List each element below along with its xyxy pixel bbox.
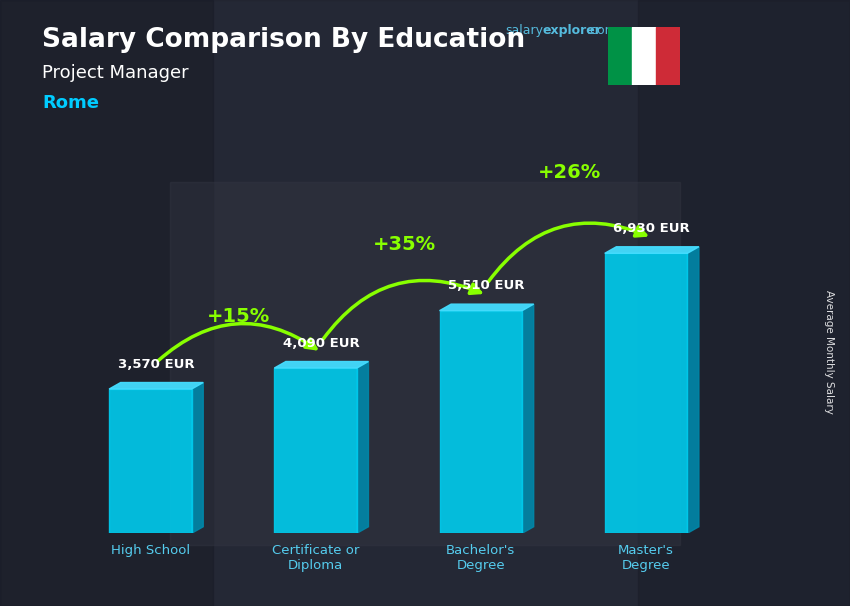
Text: +35%: +35% bbox=[372, 235, 435, 254]
Bar bbox=[0, 0, 212, 606]
Polygon shape bbox=[522, 304, 534, 533]
Text: 6,930 EUR: 6,930 EUR bbox=[614, 222, 690, 235]
Polygon shape bbox=[109, 382, 203, 389]
Bar bbox=[604, 253, 688, 533]
Polygon shape bbox=[439, 304, 534, 311]
Text: explorer: explorer bbox=[542, 24, 601, 37]
Bar bbox=[608, 27, 632, 85]
Text: .com: .com bbox=[586, 24, 617, 37]
Bar bbox=[170, 182, 680, 545]
Text: Project Manager: Project Manager bbox=[42, 64, 189, 82]
Bar bbox=[632, 27, 656, 85]
Text: Rome: Rome bbox=[42, 94, 99, 112]
Polygon shape bbox=[604, 247, 699, 253]
Text: +15%: +15% bbox=[207, 307, 270, 325]
Text: 3,570 EUR: 3,570 EUR bbox=[118, 358, 195, 371]
Text: Average Monthly Salary: Average Monthly Salary bbox=[824, 290, 834, 413]
Text: +26%: +26% bbox=[537, 163, 601, 182]
Text: salary: salary bbox=[506, 24, 544, 37]
Bar bbox=[439, 311, 522, 533]
Polygon shape bbox=[357, 362, 368, 533]
Text: Salary Comparison By Education: Salary Comparison By Education bbox=[42, 27, 525, 53]
Polygon shape bbox=[688, 247, 699, 533]
Bar bbox=[109, 389, 192, 533]
Polygon shape bbox=[275, 362, 368, 368]
Bar bbox=[275, 368, 357, 533]
Text: 5,510 EUR: 5,510 EUR bbox=[448, 279, 524, 293]
Polygon shape bbox=[192, 382, 203, 533]
Text: 4,090 EUR: 4,090 EUR bbox=[283, 337, 360, 350]
Bar bbox=[638, 0, 850, 606]
Bar bbox=[656, 27, 680, 85]
